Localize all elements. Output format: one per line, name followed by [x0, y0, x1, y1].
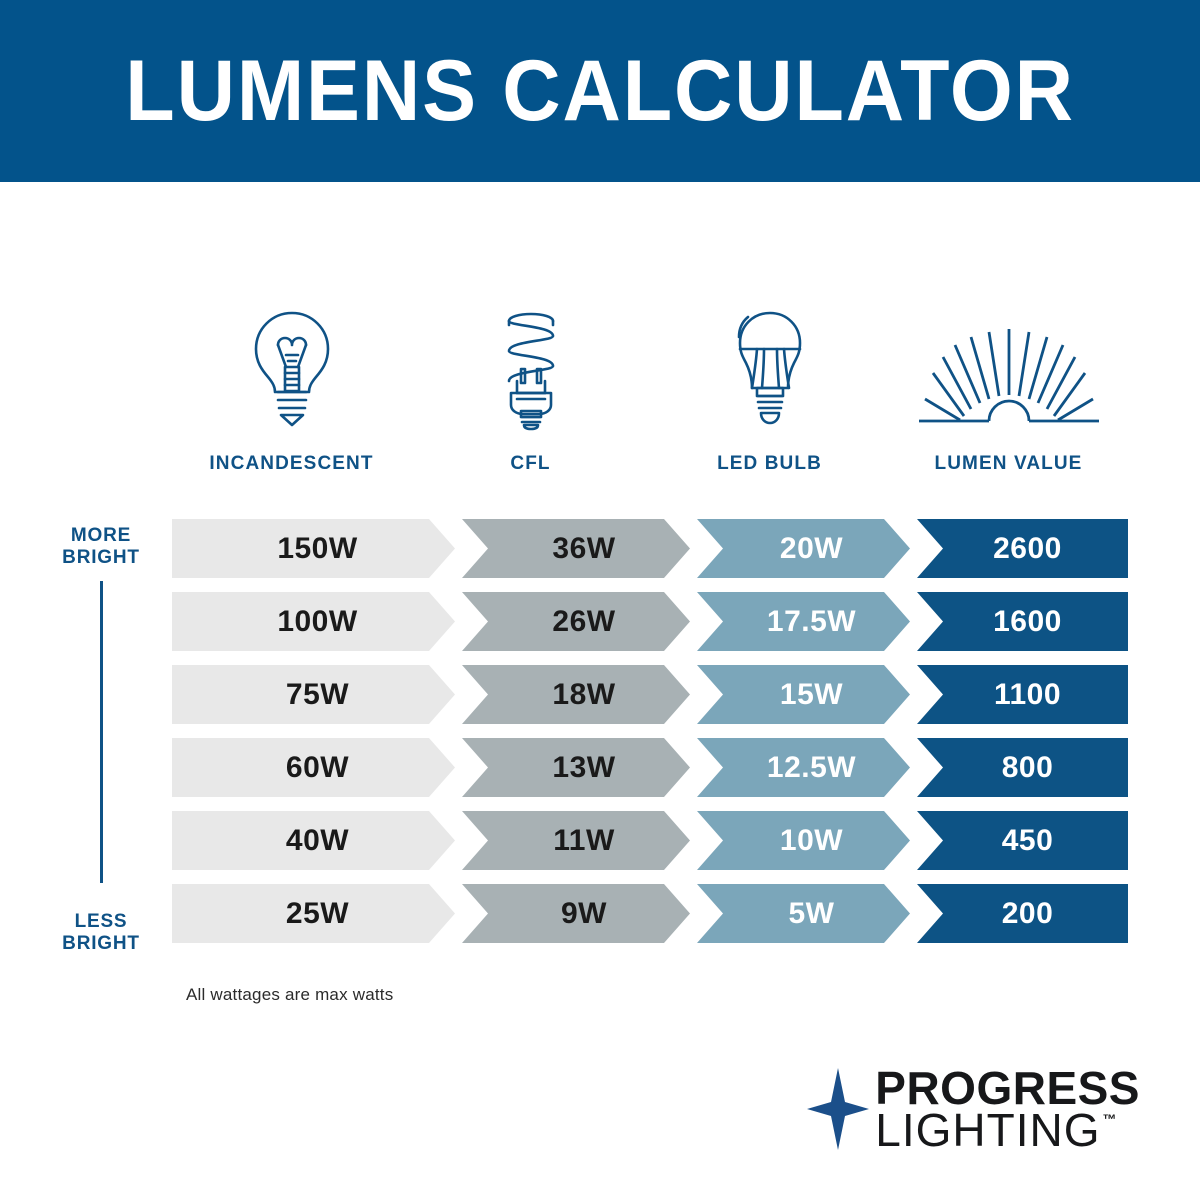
incandescent-bulb-icon	[240, 301, 344, 431]
trademark-symbol: ™	[1102, 1111, 1117, 1127]
logo-line-lighting: LIGHTING	[875, 1104, 1101, 1156]
cell-lumens: 200	[917, 884, 1128, 943]
column-label: INCANDESCENT	[209, 453, 374, 474]
scale-label-less-bright: LESS BRIGHT	[36, 911, 166, 955]
brand-logo: PROGRESS LIGHTING ™	[805, 1061, 1140, 1156]
cell-incandescent: 40W	[172, 811, 455, 870]
led-bulb-icon	[727, 301, 813, 431]
logo-wordmark: PROGRESS LIGHTING ™	[875, 1061, 1140, 1156]
scale-label-line-2: BRIGHT	[62, 547, 140, 568]
table-row: 150W 36W 20W 2600	[172, 519, 1128, 578]
table-row: 40W 11W 10W 450	[172, 811, 1128, 870]
logo-line-lighting-wrap: LIGHTING ™	[875, 1104, 1140, 1156]
cell-cfl: 26W	[462, 592, 690, 651]
sunburst-rays-icon	[918, 301, 1099, 431]
cell-led: 12.5W	[697, 738, 910, 797]
scale-axis-line	[100, 581, 103, 883]
column-label: LUMEN VALUE	[934, 453, 1083, 474]
column-header-cfl: CFL	[411, 285, 650, 475]
page-title: LUMENS CALCULATOR	[125, 43, 1075, 139]
footnote-text: All wattages are max watts	[186, 985, 394, 1004]
cell-cfl: 13W	[462, 738, 690, 797]
logo-line-progress: PROGRESS	[875, 1061, 1140, 1114]
cell-lumens: 1600	[917, 592, 1128, 651]
cell-incandescent: 150W	[172, 519, 455, 578]
cell-led: 15W	[697, 665, 910, 724]
cell-lumens: 2600	[917, 519, 1128, 578]
cfl-spiral-bulb-icon	[491, 301, 571, 431]
cell-incandescent: 75W	[172, 665, 455, 724]
scale-label-line-1: MORE	[70, 525, 132, 546]
cell-led: 20W	[697, 519, 910, 578]
cell-incandescent: 25W	[172, 884, 455, 943]
column-label: LED BULB	[717, 453, 822, 474]
table-row: 60W 13W 12.5W 800	[172, 738, 1128, 797]
table-row: 100W 26W 17.5W 1600	[172, 592, 1128, 651]
chevron-comparison-table: 150W 36W 20W 2600 100W 26W 17.5W 1600 75…	[172, 519, 1128, 957]
brightness-scale: MORE BRIGHT LESS BRIGHT	[36, 515, 166, 963]
cell-lumens: 450	[917, 811, 1128, 870]
column-header-incandescent: INCANDESCENT	[172, 285, 411, 475]
cell-led: 17.5W	[697, 592, 910, 651]
column-header-lumen-value: LUMEN VALUE	[889, 285, 1128, 475]
cell-incandescent: 100W	[172, 592, 455, 651]
column-label: CFL	[510, 453, 551, 474]
column-header-led: LED BULB	[650, 285, 889, 475]
cell-lumens: 1100	[917, 665, 1128, 724]
table-row: 75W 18W 15W 1100	[172, 665, 1128, 724]
cell-cfl: 18W	[462, 665, 690, 724]
scale-label-more-bright: MORE BRIGHT	[36, 525, 166, 569]
cell-cfl: 36W	[462, 519, 690, 578]
scale-label-line-1: LESS	[74, 911, 128, 932]
cell-incandescent: 60W	[172, 738, 455, 797]
cell-lumens: 800	[917, 738, 1128, 797]
column-headers: INCANDESCENT CFL	[172, 285, 1128, 475]
four-point-star-icon	[807, 1068, 870, 1150]
cell-cfl: 11W	[462, 811, 690, 870]
cell-cfl: 9W	[462, 884, 690, 943]
header-banner: LUMENS CALCULATOR	[0, 0, 1200, 182]
table-row: 25W 9W 5W 200	[172, 884, 1128, 943]
scale-label-line-2: BRIGHT	[62, 933, 140, 954]
cell-led: 10W	[697, 811, 910, 870]
cell-led: 5W	[697, 884, 910, 943]
